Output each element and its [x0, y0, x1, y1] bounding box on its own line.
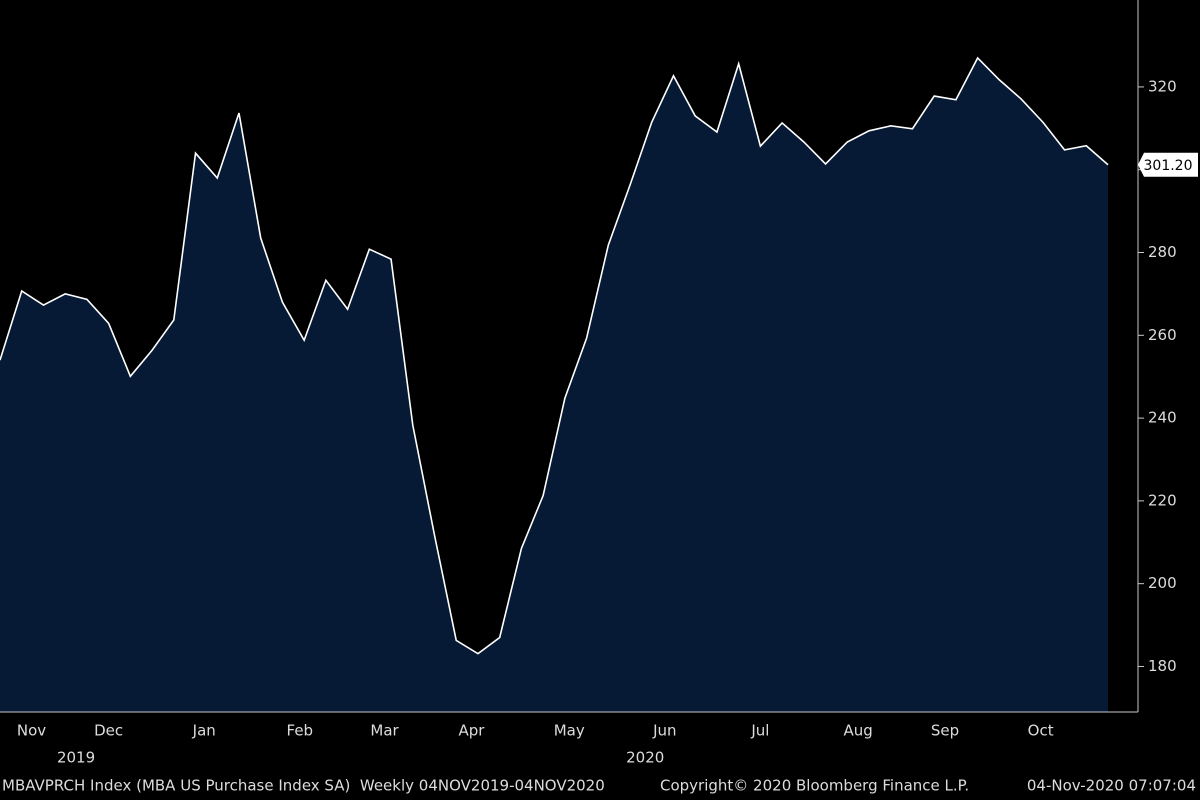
- y-tick-label: 200: [1148, 574, 1177, 592]
- x-tick-label: Jun: [652, 722, 676, 740]
- plot-area: [0, 56, 1109, 712]
- y-tick-label: 180: [1148, 657, 1177, 675]
- x-tick-label: Jul: [750, 722, 769, 740]
- footer-center: Copyright© 2020 Bloomberg Finance L.P.: [660, 777, 969, 795]
- x-tick-label: Nov: [17, 722, 46, 740]
- y-tick-label: 280: [1148, 243, 1177, 261]
- x-tick-label: Apr: [458, 722, 485, 740]
- area-line: [0, 56, 1109, 655]
- x-tick-label: Sep: [931, 722, 959, 740]
- x-tick-label: May: [554, 722, 585, 740]
- x-tick-label: Dec: [94, 722, 123, 740]
- x-tick-label: Jan: [192, 722, 216, 740]
- x-tick-label: Mar: [370, 722, 399, 740]
- y-tick-label: 320: [1148, 77, 1177, 95]
- x-tick-label: Aug: [844, 722, 873, 740]
- footer-left: MBAVPRCH Index (MBA US Purchase Index SA…: [2, 777, 605, 795]
- last-value-box: [1138, 152, 1198, 177]
- x-tick-label: Feb: [287, 722, 314, 740]
- x-tick-label: Oct: [1028, 722, 1054, 740]
- area-fill: [0, 57, 1108, 712]
- year-label: 2020: [626, 749, 664, 767]
- last-value-label: 301.20: [1144, 158, 1193, 174]
- y-tick-label: 260: [1148, 326, 1177, 344]
- y-tick-label: 240: [1148, 409, 1177, 427]
- year-label: 2019: [57, 749, 95, 767]
- y-tick-label: 220: [1148, 491, 1177, 509]
- footer-right: 04-Nov-2020 07:07:04: [1027, 777, 1196, 795]
